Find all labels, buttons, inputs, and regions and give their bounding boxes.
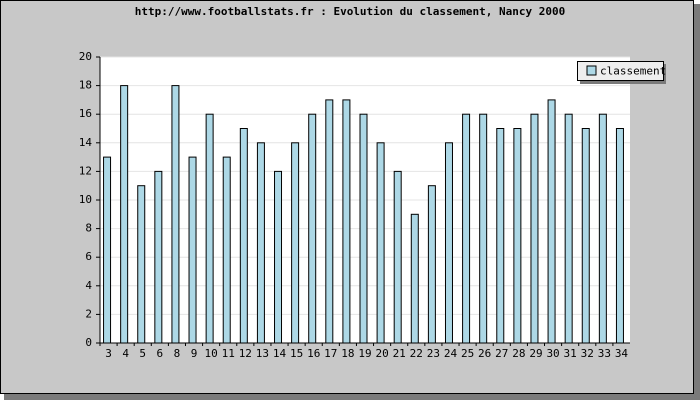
x-tick-label: 14: [273, 347, 287, 360]
x-tick-label: 6: [157, 347, 164, 360]
bar: [547, 99, 556, 344]
x-tick-label: 25: [461, 347, 474, 360]
y-tick-label: 18: [79, 79, 92, 92]
bar: [564, 113, 573, 344]
bar: [154, 170, 163, 344]
bar: [530, 113, 539, 344]
y-tick-label: 2: [85, 307, 92, 320]
x-tick-label: 19: [358, 347, 371, 360]
x-tick-label: 30: [546, 347, 559, 360]
legend-box: [577, 61, 664, 81]
x-tick-label: 23: [427, 347, 440, 360]
x-tick-label: 8: [174, 347, 181, 360]
bar: [188, 156, 197, 344]
x-tick-label: 15: [290, 347, 303, 360]
bar: [342, 99, 351, 344]
bar: [103, 156, 112, 344]
y-tick-label: 4: [85, 279, 92, 292]
legend-label: classement: [600, 65, 666, 78]
bar: [274, 170, 283, 344]
x-tick-label: 3: [105, 347, 112, 360]
bar: [581, 128, 590, 344]
x-tick-label: 21: [393, 347, 406, 360]
bar: [239, 128, 248, 344]
x-tick-label: 20: [375, 347, 388, 360]
y-tick-label: 20: [79, 50, 92, 63]
x-tick-label: 18: [341, 347, 354, 360]
bar: [427, 185, 436, 344]
y-tick-label: 0: [85, 336, 92, 349]
bar: [496, 128, 505, 344]
chart-title: http://www.footballstats.fr : Evolution …: [135, 5, 565, 18]
bar: [462, 113, 471, 344]
x-tick-label: 5: [139, 347, 146, 360]
bar: [479, 113, 488, 344]
x-tick-label: 11: [222, 347, 235, 360]
bar: [308, 113, 317, 344]
x-tick-label: 9: [191, 347, 198, 360]
x-tick-label: 22: [410, 347, 423, 360]
bar: [376, 142, 385, 344]
bar: [171, 85, 180, 344]
bar: [598, 113, 607, 344]
x-tick-label: 4: [122, 347, 129, 360]
y-tick-label: 8: [85, 222, 92, 235]
x-tick-label: 29: [529, 347, 542, 360]
x-tick-label: 13: [256, 347, 269, 360]
x-tick-label: 16: [307, 347, 320, 360]
legend-swatch: [586, 65, 597, 76]
bar: [205, 113, 214, 344]
bar: [393, 170, 402, 344]
bar: [325, 99, 334, 344]
bar: [359, 113, 368, 344]
x-tick-label: 32: [581, 347, 594, 360]
bar: [444, 142, 453, 344]
x-tick-label: 24: [444, 347, 458, 360]
x-tick-label: 26: [478, 347, 491, 360]
bar: [615, 128, 624, 344]
bar: [137, 185, 146, 344]
bar: [513, 128, 522, 344]
bar: [222, 156, 231, 344]
bar: [291, 142, 300, 344]
bar: [120, 85, 129, 344]
y-tick-label: 10: [79, 193, 92, 206]
y-tick-label: 12: [79, 164, 92, 177]
x-tick-label: 27: [495, 347, 508, 360]
x-tick-label: 10: [205, 347, 218, 360]
x-tick-label: 34: [615, 347, 629, 360]
bar: [410, 213, 419, 344]
y-tick-label: 6: [85, 250, 92, 263]
x-tick-label: 12: [239, 347, 252, 360]
x-tick-label: 17: [324, 347, 337, 360]
y-tick-label: 16: [79, 107, 92, 120]
x-tick-label: 33: [598, 347, 611, 360]
x-tick-label: 28: [512, 347, 525, 360]
bar: [256, 142, 265, 344]
x-tick-label: 31: [564, 347, 577, 360]
y-tick-label: 14: [79, 136, 93, 149]
